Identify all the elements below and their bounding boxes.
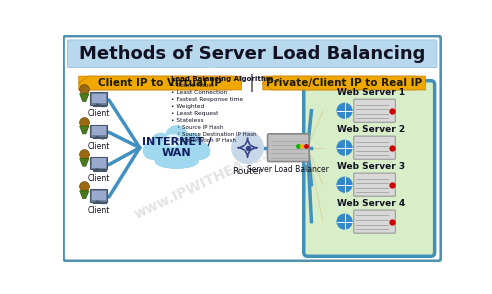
Text: • Stateless: • Stateless (171, 118, 203, 123)
Text: Client: Client (88, 109, 110, 118)
Text: ◦ Source IP Hash: ◦ Source IP Hash (177, 125, 223, 130)
Text: www.IPWITHEASE.COM: www.IPWITHEASE.COM (132, 132, 302, 221)
FancyBboxPatch shape (91, 189, 107, 202)
Polygon shape (80, 94, 89, 101)
Circle shape (337, 177, 352, 192)
Polygon shape (80, 158, 89, 166)
Circle shape (337, 103, 352, 118)
FancyBboxPatch shape (354, 99, 396, 122)
Text: Client IP to Virtual IP: Client IP to Virtual IP (98, 78, 222, 88)
Circle shape (337, 140, 352, 156)
Ellipse shape (182, 133, 202, 152)
Text: Load Balancing Algorithm –: Load Balancing Algorithm – (171, 76, 279, 82)
Text: Router: Router (232, 167, 263, 176)
FancyBboxPatch shape (63, 36, 441, 261)
Ellipse shape (151, 133, 171, 152)
Text: Client: Client (88, 174, 110, 183)
FancyBboxPatch shape (67, 40, 437, 68)
FancyArrow shape (263, 76, 426, 90)
Text: Private/Client IP to Real IP: Private/Client IP to Real IP (266, 78, 422, 88)
Text: • Round-Robin: • Round-Robin (171, 83, 213, 88)
Text: Web Server 2: Web Server 2 (337, 125, 405, 134)
Text: Client: Client (88, 141, 110, 151)
Ellipse shape (155, 154, 198, 168)
Text: • Least Request: • Least Request (171, 111, 218, 116)
Text: Client: Client (88, 206, 110, 215)
Text: INTERNET /
WAN: INTERNET / WAN (142, 137, 212, 158)
FancyArrow shape (263, 76, 426, 90)
Polygon shape (80, 191, 89, 198)
Ellipse shape (151, 133, 171, 152)
Circle shape (232, 132, 263, 163)
FancyBboxPatch shape (354, 136, 396, 159)
FancyBboxPatch shape (304, 81, 434, 256)
Text: ◦ Source Destination IP Hash: ◦ Source Destination IP Hash (177, 131, 256, 136)
Polygon shape (80, 126, 89, 134)
FancyBboxPatch shape (92, 191, 106, 200)
FancyArrow shape (79, 76, 242, 90)
Text: • Fastest Response time: • Fastest Response time (171, 97, 243, 102)
Text: Server Load Balancer: Server Load Balancer (247, 166, 329, 174)
FancyBboxPatch shape (354, 173, 396, 196)
FancyBboxPatch shape (91, 92, 107, 105)
Text: Web Server 3: Web Server 3 (337, 162, 405, 171)
Text: • Least Connection: • Least Connection (171, 90, 227, 95)
Text: • Weighted: • Weighted (171, 104, 204, 109)
Circle shape (337, 214, 352, 229)
FancyBboxPatch shape (92, 126, 106, 135)
FancyBboxPatch shape (268, 134, 309, 162)
Ellipse shape (165, 135, 181, 146)
Text: Web Server 4: Web Server 4 (337, 199, 405, 208)
Ellipse shape (165, 145, 204, 163)
FancyBboxPatch shape (91, 125, 107, 137)
Ellipse shape (150, 145, 188, 163)
FancyBboxPatch shape (92, 158, 106, 168)
Ellipse shape (193, 143, 210, 159)
FancyBboxPatch shape (92, 94, 106, 103)
Ellipse shape (155, 154, 198, 168)
FancyBboxPatch shape (354, 210, 396, 233)
Ellipse shape (182, 133, 202, 152)
Ellipse shape (150, 145, 188, 163)
Ellipse shape (165, 135, 181, 146)
Ellipse shape (166, 126, 187, 147)
Ellipse shape (156, 69, 265, 153)
Ellipse shape (165, 145, 204, 163)
Ellipse shape (144, 143, 160, 159)
Ellipse shape (144, 143, 160, 159)
Ellipse shape (193, 143, 210, 159)
Text: Methods of Server Load Balancing: Methods of Server Load Balancing (79, 45, 426, 63)
FancyBboxPatch shape (91, 157, 107, 169)
Ellipse shape (166, 126, 187, 147)
Text: ◦ Destination IP Hash: ◦ Destination IP Hash (177, 138, 236, 143)
FancyArrow shape (79, 76, 242, 90)
Text: Web Server 1: Web Server 1 (337, 88, 405, 97)
